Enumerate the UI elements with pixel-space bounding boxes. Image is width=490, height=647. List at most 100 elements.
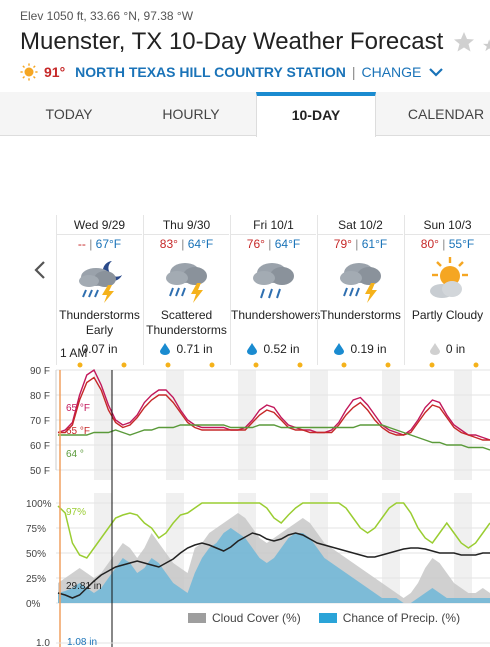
- day-high: 83°: [159, 237, 178, 251]
- thunderstorm-icon: [165, 263, 207, 303]
- day-temps: 80° | 55°F: [420, 237, 475, 251]
- day-precip: 0.71 in: [144, 340, 229, 358]
- feels-like-line: [58, 376, 490, 441]
- precip-amount: 0.71 in: [176, 342, 213, 356]
- sun-marker-icon: [297, 362, 303, 368]
- day-temps: 79° | 61°F: [333, 237, 388, 251]
- temp-tick-label: 70 F: [30, 416, 50, 427]
- sun-marker-icon: [165, 362, 171, 368]
- temp-tick-label: 60 F: [30, 441, 50, 452]
- day-column[interactable]: Sun 10/3 80° | 55°F Partly Cloudy 0 in: [404, 215, 490, 365]
- day-precip: 0.19 in: [318, 340, 403, 358]
- thunderstorm-icon: [339, 263, 381, 303]
- humidity-tick-label: 50%: [26, 549, 46, 560]
- tab-10-day[interactable]: 10-DAY: [256, 92, 376, 137]
- day-date: Wed 9/29: [57, 215, 142, 235]
- sun-marker-icon: [209, 362, 215, 368]
- humidity-tick-label: 25%: [26, 574, 46, 585]
- night-shading: [166, 370, 184, 480]
- partly-cloudy-icon: [429, 257, 468, 298]
- day-date: Sat 10/2: [318, 215, 403, 235]
- day-condition: Scattered Thunderstorms: [146, 308, 227, 337]
- tab-calendar[interactable]: CALENDAR: [407, 106, 485, 122]
- pressure-line: [57, 532, 490, 599]
- station-row: 91° NORTH TEXAS HILL COUNTRY STATION | C…: [20, 62, 445, 82]
- raindrop-icon: [160, 343, 171, 355]
- precip-amount: 0 in: [445, 342, 466, 356]
- legend-item-cloud-cover[interactable]: Cloud Cover (%): [188, 611, 301, 625]
- favorite-star-icon-partial: ★: [482, 38, 490, 55]
- separator: |: [351, 64, 356, 80]
- accum-tick-label: 1.0: [36, 638, 50, 647]
- sun-marker-icon: [253, 362, 259, 368]
- accum-annotation: 1.08 in: [67, 637, 97, 647]
- tab-hourly[interactable]: HOURLY: [162, 106, 220, 122]
- day-precip: 0.52 in: [231, 340, 316, 358]
- day-low: 61°F: [361, 237, 388, 251]
- day-low: 64°F: [274, 237, 301, 251]
- precip-amount: 0.52 in: [263, 342, 300, 356]
- day-column[interactable]: Wed 9/29 -- | 67°F Thunderstorms Early 0.…: [56, 215, 142, 365]
- temp-annotation: 65 °F: [66, 403, 90, 414]
- dewpoint-line: [58, 424, 490, 451]
- raindrop-icon: [247, 343, 258, 355]
- day-low: 64°F: [187, 237, 214, 251]
- day-high: 79°: [333, 237, 352, 251]
- night-shading: [454, 493, 472, 603]
- dewpoint-annotation: 64 °: [66, 449, 84, 460]
- night-shading: [310, 370, 328, 480]
- day-precip: 0 in: [405, 340, 490, 358]
- day-high: 76°: [246, 237, 265, 251]
- day-columns: Wed 9/29 -- | 67°F Thunderstorms Early 0.…: [56, 215, 490, 365]
- current-temperature: 91°: [44, 64, 66, 80]
- sun-marker-icon: [121, 362, 127, 368]
- day-precip: 0.07 in: [57, 340, 142, 358]
- humidity-tick-label: 75%: [26, 524, 46, 535]
- sun-marker-icon: [341, 362, 347, 368]
- chart-legend: Cloud Cover (%) Chance of Precip. (%): [188, 611, 478, 625]
- chance-precip-area: [58, 528, 490, 603]
- tab-today[interactable]: TODAY: [45, 106, 93, 122]
- temp-tick-label: 90 F: [30, 366, 50, 377]
- day-condition: Thunderstorms: [320, 308, 401, 322]
- day-temps: 83° | 64°F: [159, 237, 214, 251]
- forecast-tabs: TODAY HOURLY 10-DAY CALENDAR: [0, 92, 490, 137]
- rain-cloud-icon: [252, 263, 294, 299]
- humidity-annotation: 97%: [66, 507, 86, 518]
- night-shading: [382, 493, 400, 603]
- precip-amount: 0.19 in: [350, 342, 387, 356]
- favorite-star-icon[interactable]: [452, 30, 476, 54]
- night-shading: [94, 370, 112, 480]
- day-condition: Thunderstorms Early: [59, 308, 140, 337]
- day-column[interactable]: Thu 9/30 83° | 64°F Scattered Thunderstor…: [143, 215, 229, 365]
- day-column[interactable]: Sat 10/2 79° | 61°F Thunderstorms 0.19 i…: [317, 215, 403, 365]
- day-date: Sun 10/3: [405, 215, 490, 235]
- legend-item-chance-precip[interactable]: Chance of Precip. (%): [318, 611, 460, 625]
- station-name-link[interactable]: NORTH TEXAS HILL COUNTRY STATION: [75, 64, 346, 80]
- humidity-line: [57, 502, 490, 559]
- feels-like-annotation: 65 °F: [66, 426, 90, 437]
- time-marker-label: 1 AM: [60, 346, 88, 360]
- temperature-line: [57, 368, 490, 441]
- day-high: --: [77, 237, 86, 251]
- change-station-button[interactable]: CHANGE: [361, 64, 422, 80]
- chevron-down-icon[interactable]: [427, 63, 445, 81]
- sun-marker-icon: [77, 362, 83, 368]
- sun-marker-icon: [429, 362, 435, 368]
- day-temps: 76° | 64°F: [246, 237, 301, 251]
- page-title: Muenster, TX 10-Day Weather Forecast: [20, 28, 444, 55]
- day-low: 55°F: [448, 237, 475, 251]
- day-condition: Partly Cloudy: [411, 308, 484, 322]
- night-shading: [454, 370, 472, 480]
- humidity-tick-label: 100%: [26, 499, 52, 510]
- previous-days-arrow-icon[interactable]: [32, 260, 48, 280]
- precip-amount: 0.07 in: [81, 342, 118, 356]
- day-condition: Thundershowers: [231, 308, 321, 322]
- day-temps: -- | 67°F: [77, 237, 122, 251]
- sunny-icon: [20, 63, 38, 81]
- day-date: Fri 10/1: [231, 215, 316, 235]
- day-high: 80°: [420, 237, 439, 251]
- day-column[interactable]: Fri 10/1 76° | 64°F Thundershowers 0.52 …: [230, 215, 321, 365]
- raindrop-icon: [429, 343, 440, 355]
